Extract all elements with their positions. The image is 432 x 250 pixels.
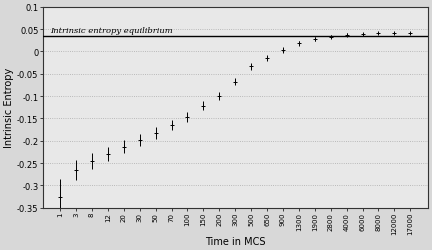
Text: Intrinsic entropy equilibrium: Intrinsic entropy equilibrium xyxy=(50,27,173,35)
X-axis label: Time in MCS: Time in MCS xyxy=(205,236,266,246)
Y-axis label: Intrinsic Entropy: Intrinsic Entropy xyxy=(4,68,14,148)
